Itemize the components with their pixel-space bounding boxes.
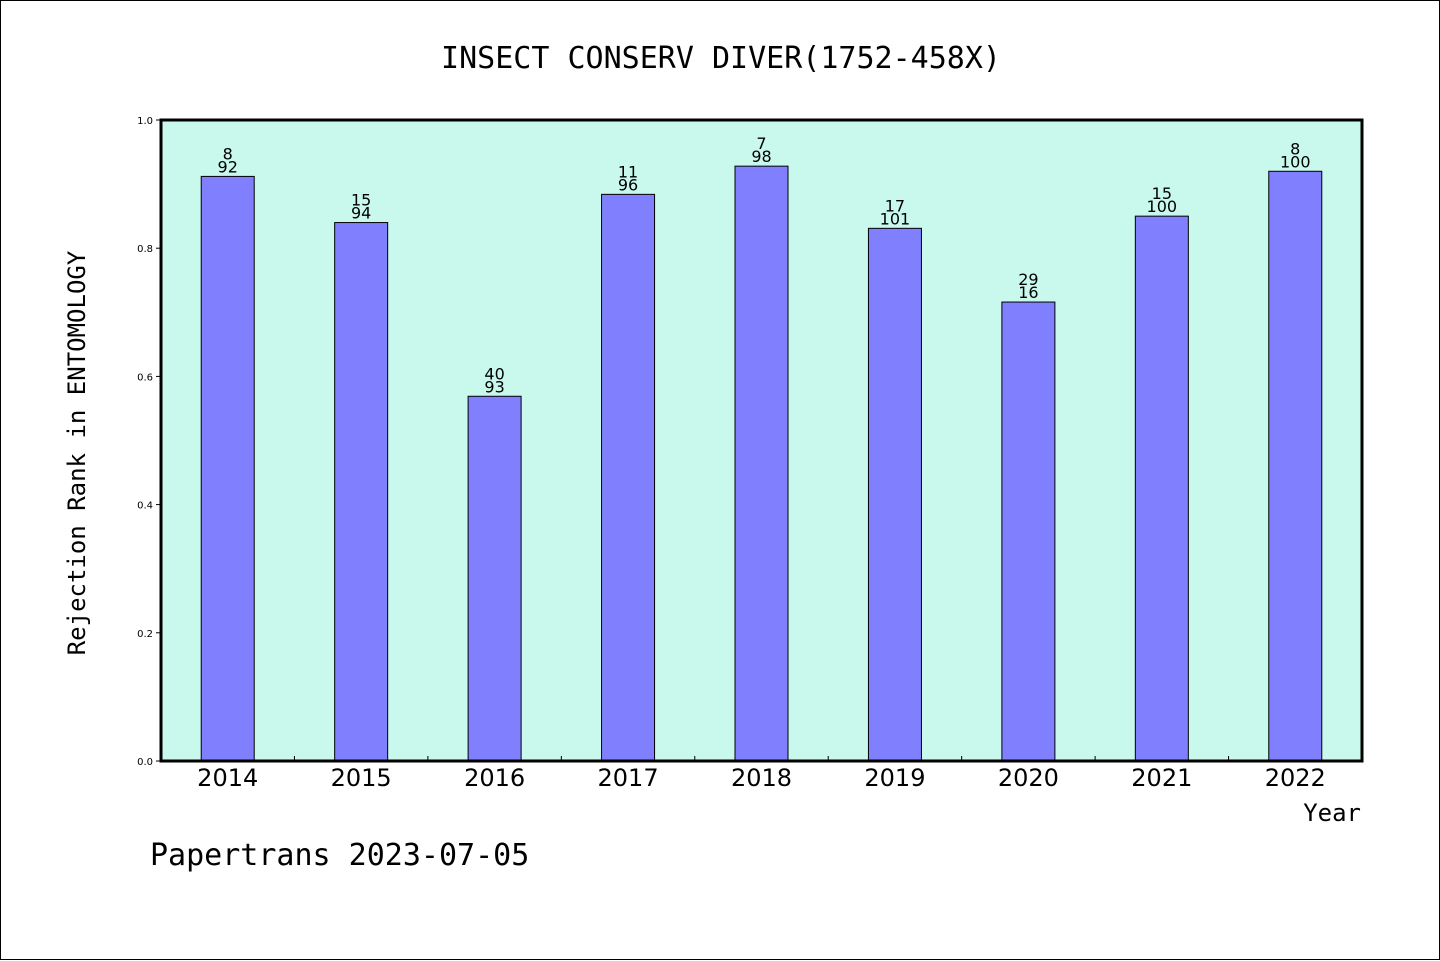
bar-2015 (334, 222, 389, 762)
data-label-bottom: 96 (618, 175, 638, 194)
y-tick-label: 1.0 (137, 116, 153, 127)
x-tick-label: 2015 (331, 764, 392, 792)
data-label-top: 11 (618, 162, 638, 181)
data-label-bottom: 16 (1018, 283, 1038, 302)
data-label-top: 29 (1018, 270, 1038, 289)
data-label-top: 17 (885, 196, 905, 215)
bar-2014 (200, 175, 255, 762)
y-axis-ticks: 0.0 0.2 0.4 0.6 0.8 1.0 (137, 116, 161, 768)
data-label-top: 8 (223, 144, 233, 163)
bar-2022 (1268, 170, 1323, 762)
footer-text: Papertrans 2023-07-05 (150, 838, 529, 873)
x-tick-label: 2020 (998, 764, 1059, 792)
data-label-bottom: 98 (751, 147, 771, 166)
bar-2017 (601, 193, 656, 762)
y-tick-label: 0.8 (137, 244, 153, 255)
data-label-bottom: 94 (351, 204, 371, 223)
data-label-bottom: 100 (1280, 152, 1311, 171)
x-tick-label: 2022 (1265, 764, 1326, 792)
data-label-top: 15 (351, 191, 371, 210)
data-label-bottom: 101 (880, 209, 911, 228)
y-axis-label: Rejection Rank in ENTOMOLOGY (63, 250, 91, 655)
data-label-bottom: 92 (218, 157, 238, 176)
data-label-top: 7 (756, 134, 766, 153)
data-label-top: 40 (484, 364, 504, 383)
data-label-bottom: 93 (484, 377, 504, 396)
x-axis-ticks: 2014 2015 2016 2017 2018 2019 2020 2021 2022 (197, 756, 1326, 792)
bar-2016 (467, 395, 522, 762)
chart-title: INSECT CONSERV DIVER(1752-458X) (441, 41, 1001, 76)
y-tick-label: 0.0 (137, 757, 153, 768)
x-tick-label: 2018 (731, 764, 792, 792)
bar-2021 (1134, 215, 1189, 762)
y-tick-label: 0.2 (137, 629, 153, 640)
x-tick-label: 2019 (864, 764, 925, 792)
x-tick-label: 2016 (464, 764, 525, 792)
y-tick-label: 0.4 (137, 501, 153, 512)
data-label-top: 15 (1152, 184, 1172, 203)
bar-2019 (867, 227, 922, 762)
x-tick-label: 2021 (1131, 764, 1192, 792)
plot-frame (159, 118, 1364, 763)
bar-2018 (734, 165, 789, 762)
data-label-bottom: 100 (1147, 197, 1178, 216)
x-axis-label: Year (1303, 799, 1361, 827)
bar-2020 (1001, 301, 1056, 762)
x-tick-label: 2017 (598, 764, 659, 792)
x-tick-label: 2014 (197, 764, 258, 792)
y-tick-label: 0.6 (137, 372, 153, 383)
data-label-top: 8 (1290, 139, 1300, 158)
